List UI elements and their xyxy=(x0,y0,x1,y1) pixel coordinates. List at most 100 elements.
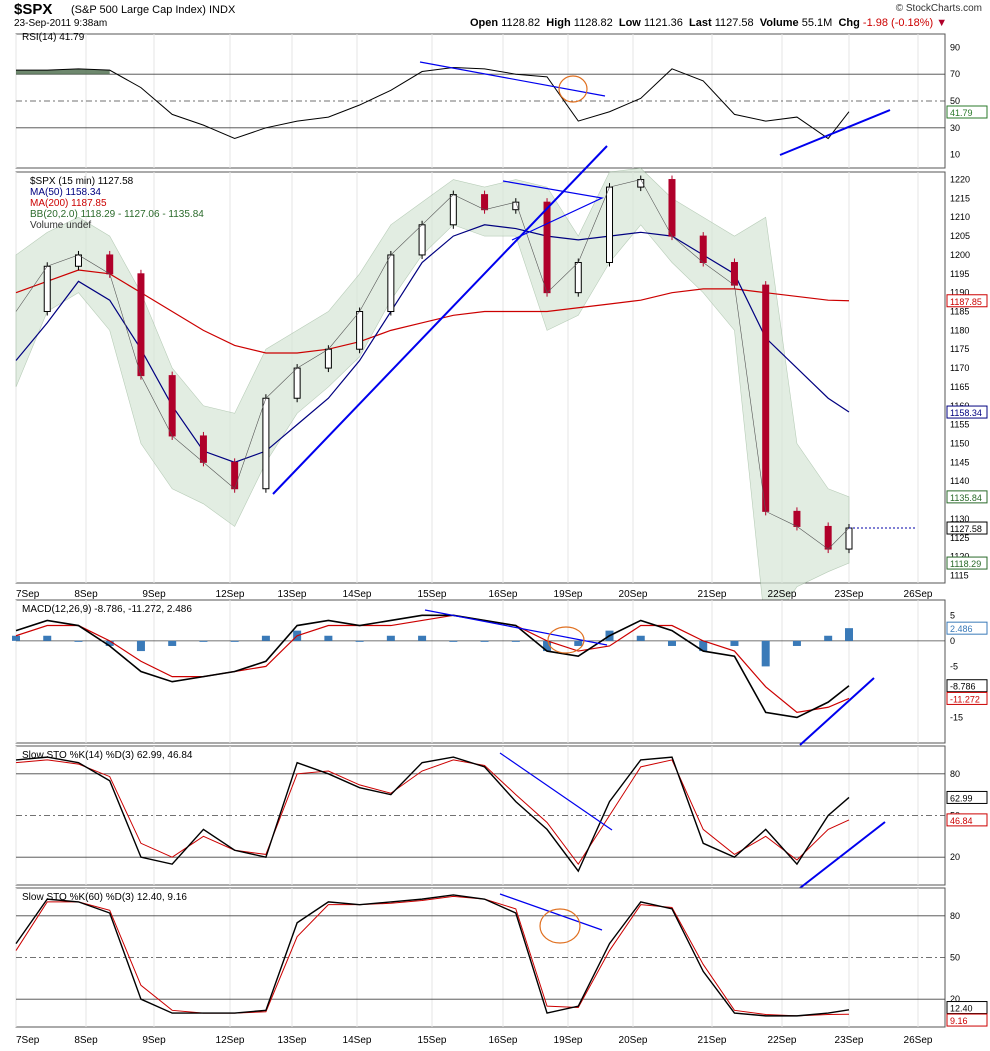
price-candle xyxy=(106,254,114,275)
price-legend-entry: Volume undef xyxy=(30,220,91,231)
date-tick-label: 9Sep xyxy=(142,589,166,600)
price-candle xyxy=(481,194,489,211)
macd-trendline-up xyxy=(799,677,875,746)
date-tick-label-bottom: 22Sep xyxy=(768,1035,797,1046)
date-tick-label-bottom: 7Sep xyxy=(16,1035,40,1046)
price-candle xyxy=(699,235,707,263)
macd-trendline xyxy=(424,609,608,646)
bb-upper-value-label: 1135.84 xyxy=(950,493,982,503)
macd-histogram-bar xyxy=(199,640,208,642)
date-tick-label: 7Sep xyxy=(16,589,40,600)
sto14-tick-label: 80 xyxy=(950,769,960,779)
date-tick-label: 13Sep xyxy=(278,589,307,600)
ma50-value-label: 1158.34 xyxy=(950,408,982,418)
last-label: Last xyxy=(689,17,712,29)
sto60-k-line xyxy=(15,894,850,1017)
price-tick-label: 1155 xyxy=(950,420,969,430)
price-tick-label: 1140 xyxy=(950,476,969,486)
price-tick-label: 1125 xyxy=(950,533,969,543)
date-tick-label: 20Sep xyxy=(619,589,648,600)
macd-histogram-bar xyxy=(543,640,552,652)
low-value: 1121.36 xyxy=(643,17,683,29)
macd-histogram-bar xyxy=(449,640,458,642)
date-tick-label: 8Sep xyxy=(74,589,98,600)
macd-histogram-bar xyxy=(324,635,333,641)
date-tick-label-bottom: 23Sep xyxy=(835,1035,864,1046)
rsi-highlight-circle xyxy=(558,75,588,103)
rsi-value-label: 41.79 xyxy=(950,108,973,118)
macd-signal-value-label: -11.272 xyxy=(950,694,980,704)
rsi-tick-label: 50 xyxy=(950,96,960,106)
open-value: 1128.82 xyxy=(501,17,541,29)
volume-value: 55.1M xyxy=(801,17,833,29)
bb-lower-value-label-box xyxy=(946,556,988,570)
rsi-overbought-fill xyxy=(16,68,110,75)
price-candle xyxy=(262,397,270,490)
macd-histogram-bar xyxy=(574,640,583,646)
macd-value-label-box xyxy=(946,679,988,693)
last-price-value-label: 1127.58 xyxy=(950,524,982,534)
macd-tick-label: -15 xyxy=(950,712,963,722)
bb-upper-value-label-box xyxy=(946,490,988,504)
sto60-tick-label: 50 xyxy=(950,953,960,963)
date-tick-label-bottom: 16Sep xyxy=(489,1035,518,1046)
macd-histogram-bar xyxy=(168,640,177,646)
date-tick-label: 26Sep xyxy=(904,589,933,600)
ma50-value-label-box xyxy=(946,405,988,419)
price-candle xyxy=(324,348,332,369)
macd-histogram-bar xyxy=(386,635,395,641)
macd-histogram-bar xyxy=(636,635,645,641)
price-tick-label: 1215 xyxy=(950,193,970,203)
price-tick-label: 1185 xyxy=(950,307,969,317)
bb-lower-value-label: 1118.29 xyxy=(950,559,981,569)
sto60-d-value-label-box xyxy=(946,1013,988,1027)
macd-histogram-bar xyxy=(136,640,145,652)
bollinger-band xyxy=(15,167,850,633)
sto60-d-value-label: 9.16 xyxy=(950,1016,968,1026)
date-tick-label-bottom: 21Sep xyxy=(698,1035,727,1046)
price-tick-label: 1175 xyxy=(950,344,969,354)
sto60-k-value-label: 12.40 xyxy=(950,1004,973,1014)
sto14-d-value-label-box xyxy=(946,813,988,827)
price-tick-label: 1165 xyxy=(950,382,969,392)
price-candle xyxy=(168,375,176,437)
macd-legend: MACD(12,26,9) -8.786, -11.272, 2.486 xyxy=(22,604,192,615)
price-candle xyxy=(74,254,82,267)
ma200-value-label: 1187.85 xyxy=(950,297,982,307)
high-value: 1128.82 xyxy=(573,17,613,29)
sto14-tick-label: 20 xyxy=(950,852,960,862)
price-tick-label: 1145 xyxy=(950,457,969,467)
rsi-tick-label: 10 xyxy=(950,150,960,160)
rsi-value-label-box xyxy=(946,105,988,119)
date-tick-label: 12Sep xyxy=(216,589,245,600)
sto60-highlight-circle xyxy=(539,908,581,944)
macd-histogram-bar xyxy=(730,640,739,646)
macd-histogram-bar xyxy=(43,635,52,641)
sto60-tick-label: 20 xyxy=(950,994,960,1004)
macd-histogram-bar xyxy=(845,628,853,641)
macd-histogram-bar xyxy=(699,640,708,652)
sto60-tick-label: 80 xyxy=(950,911,960,921)
sto60-legend: Slow STO %K(60) %D(3) 12.40, 9.16 xyxy=(22,892,187,903)
date-tick-label-bottom: 13Sep xyxy=(278,1035,307,1046)
price-candle xyxy=(543,201,551,294)
date-tick-label: 21Sep xyxy=(698,589,727,600)
price-candle xyxy=(231,461,239,490)
price-candle xyxy=(762,284,770,512)
price-legend-entry: MA(200) 1187.85 xyxy=(30,198,107,209)
sto14-k-line xyxy=(15,756,850,873)
last-price-value-label-box xyxy=(946,521,988,535)
date-tick-label-bottom: 12Sep xyxy=(216,1035,245,1046)
date-tick-label-bottom: 9Sep xyxy=(142,1035,166,1046)
macd-tick-label: 0 xyxy=(950,636,955,646)
price-candle xyxy=(730,261,738,286)
price-candle xyxy=(43,265,51,313)
price-candle xyxy=(574,261,582,294)
date-tick-label: 16Sep xyxy=(489,589,518,600)
price-tick-label: 1150 xyxy=(950,438,969,448)
sto14-k-value-label: 62.99 xyxy=(950,793,973,803)
rsi-tick-label: 70 xyxy=(950,69,960,79)
rsi-tick-label: 30 xyxy=(950,123,960,133)
down-arrow-icon: ▼ xyxy=(936,17,948,29)
